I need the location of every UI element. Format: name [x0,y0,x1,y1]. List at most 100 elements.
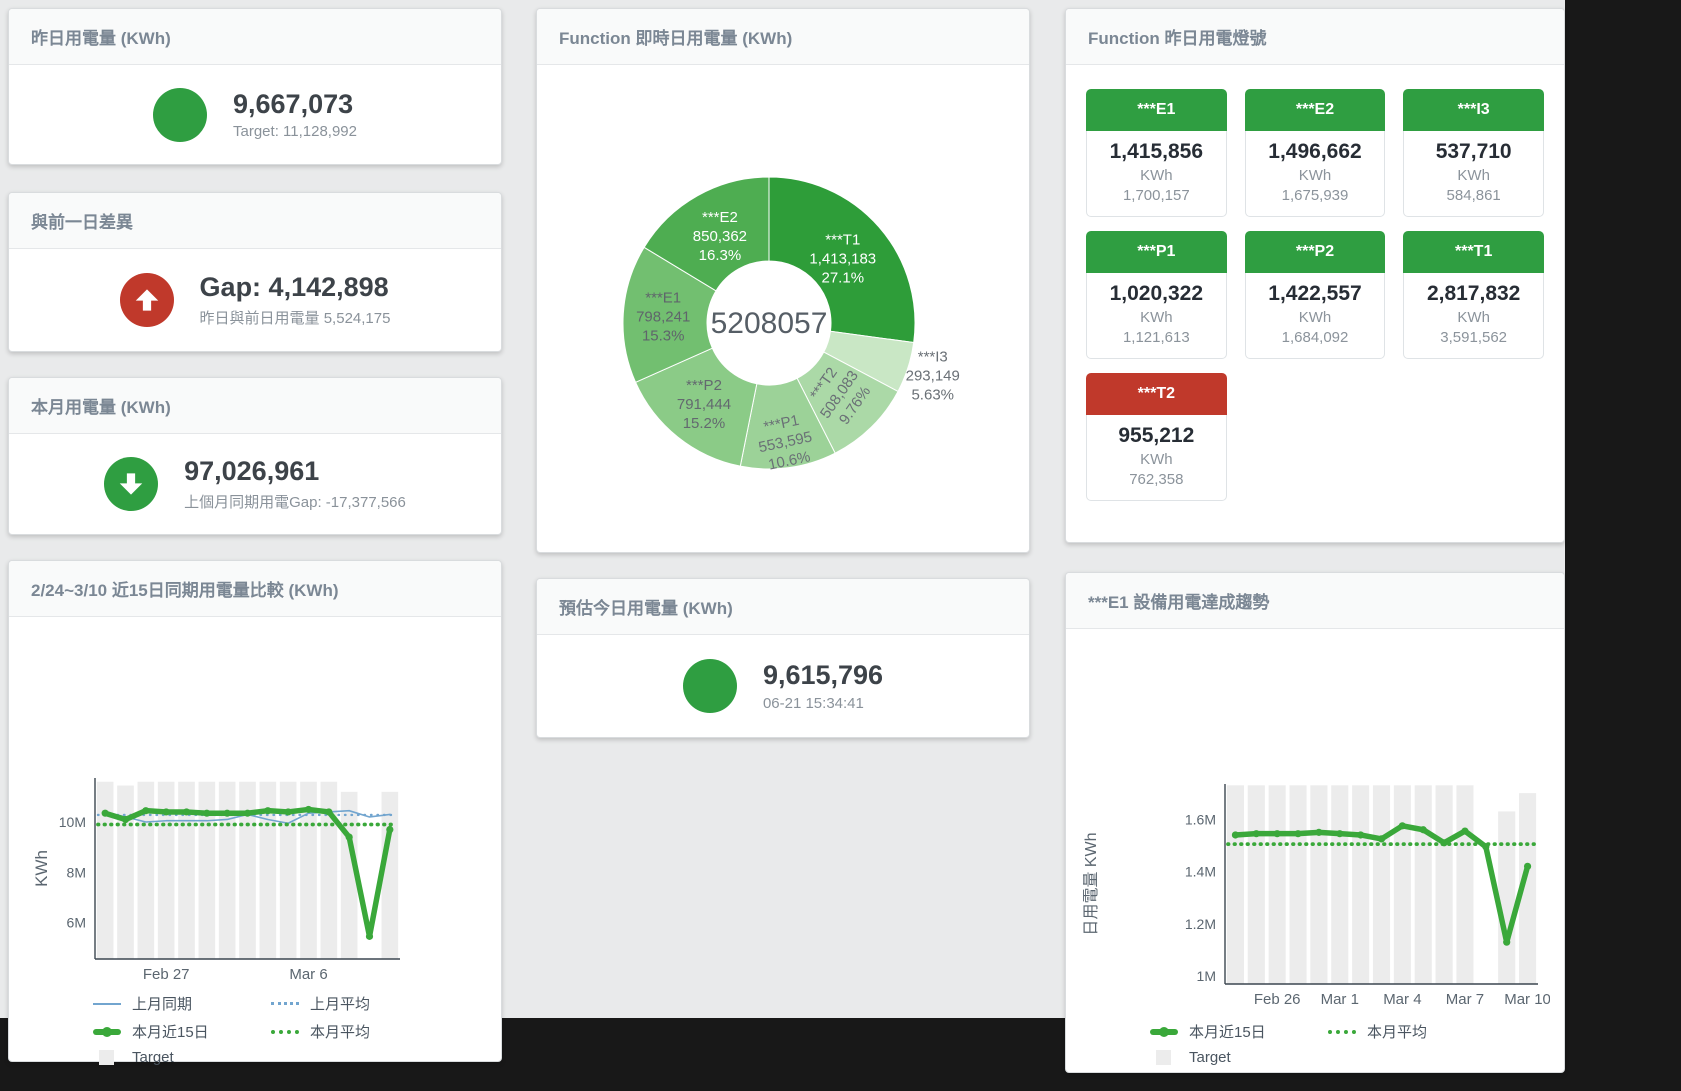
realtime-usage-donut-card: Function 即時日用電量 (KWh) ***T1 1,413,183 27.1… [536,8,1030,553]
legend-item[interactable]: 本月近15日 [93,1021,263,1042]
status-tile-E1: ***E1 1,415,856 KWh 1,700,157 [1086,89,1227,217]
kpi-body: Gap: 4,142,898 昨日與前日用電量 5,524,175 [9,249,501,351]
svg-text:293,149: 293,149 [906,368,960,385]
y-tick-label: 1.2M [1185,916,1216,932]
x-tick-label: Feb 26 [1254,991,1301,1008]
legend-swatch-dotted-thick-icon [1328,1029,1356,1034]
kpi-body: 9,667,073 Target: 11,128,992 [9,65,501,164]
donut-slice-label: ***P2 791,444 15.2% [677,377,731,432]
data-point [1357,831,1365,839]
tile-name: ***I3 [1403,89,1544,131]
card-header: Function 即時日用電量 (KWh) [537,9,1029,65]
green-status-circle-icon [682,659,737,713]
legend-item[interactable]: 本月平均 [1328,1021,1498,1042]
data-point [1503,938,1511,946]
status-tile-grid: ***E1 1,415,856 KWh 1,700,157 ***E2 1,496,662… [1086,89,1544,501]
x-tick-label: Mar 7 [1446,991,1484,1008]
tile-name: ***E2 [1244,89,1386,131]
card-title: ***E1 設備用電達成趨勢 [1088,593,1270,612]
target-bar [1456,785,1474,984]
compare-chart-svg[interactable]: 6M 8M 10M Feb 27 Mar 6 KWh [9,617,487,989]
legend-swatch-box-icon [1156,1050,1171,1065]
tile-value: 1,422,557 [1268,282,1362,305]
status-tile-P1: ***P1 1,020,322 KWh 1,121,613 [1086,231,1227,359]
legend-item[interactable]: 上月平均 [271,993,441,1014]
tile-body: 2,817,832 KWh 3,591,562 [1403,273,1544,359]
e1-trend-legend: 本月近15日 本月平均 Target [1150,1021,1564,1066]
e1-trend-chart-svg[interactable]: 1M 1.2M 1.4M 1.6M Feb 26 Mar 1 Mar 4 Mar 7 Mar 1… [1066,629,1550,1017]
kpi-subtitle: 上個月同期用電Gap: -17,377,566 [184,493,406,511]
target-bar [1289,785,1307,984]
tile-target: 1,675,939 [1281,187,1349,204]
data-point [1315,828,1323,836]
svg-text:798,241: 798,241 [636,308,690,325]
data-point [304,805,313,814]
legend-label: Target [1189,1049,1231,1066]
tile-target: 1,684,092 [1281,329,1349,346]
legend-swatch-thick-icon [1150,1026,1178,1037]
legend-swatch-dotted-thick-icon [271,1029,299,1034]
data-point [162,808,170,816]
donut-slice-label: ***E2 850,362 16.3% [693,209,747,264]
card-header: 昨日用電量 (KWh) [9,9,501,65]
chart-body: 6M 8M 10M Feb 27 Mar 6 KWh 上月同期 上月平均 本月近15日 本月平均… [9,617,501,1066]
tile-target: 584,861 [1446,187,1501,204]
e1-trend-chart-card: ***E1 設備用電達成趨勢 1M 1.2M 1.4M 1.6M Feb 26 Mar 1… [1065,572,1565,1073]
legend-item[interactable]: 上月同期 [93,993,263,1014]
legend-item[interactable]: 本月近15日 [1150,1021,1320,1042]
tile-name: ***P2 [1244,231,1386,273]
y-tick-label: 8M [67,864,86,880]
data-point [121,815,130,824]
tile-unit: KWh [1457,309,1490,326]
kpi-value: 97,026,961 [184,456,320,487]
target-bar [1393,785,1411,984]
target-bar [1310,785,1328,984]
svg-text:27.1%: 27.1% [822,270,865,287]
tile-unit: KWh [1140,167,1173,184]
data-point [1461,827,1469,835]
legend-item[interactable]: Target [93,1049,263,1066]
data-point [365,932,374,940]
compare-15day-chart-card: 2/24~3/10 近15日同期用電量比較 (KWh) 6M 8M 10M Feb 2… [8,560,502,1066]
status-tile-E2: ***E2 1,496,662 KWh 1,675,939 [1244,89,1386,217]
tile-value: 1,496,662 [1268,140,1362,163]
donut-slice-label: ***T1 1,413,183 27.1% [809,232,876,287]
legend-swatch-dotted-icon [271,1002,299,1005]
tile-body: 1,415,856 KWh 1,700,157 [1086,131,1227,217]
legend-swatch-thick-icon [93,1026,121,1037]
y-axis-label: KWh [32,850,51,887]
data-point [1294,830,1302,838]
tile-target: 762,358 [1129,471,1184,488]
tile-name: ***P1 [1086,231,1227,273]
x-tick-label: Mar 10 [1504,991,1550,1008]
donut-slice-E2[interactable] [643,176,770,292]
data-point [1523,862,1532,870]
tile-body: 1,496,662 KWh 1,675,939 [1244,131,1386,217]
tile-body: 537,710 KWh 584,861 [1403,131,1544,217]
up-arrow-icon [119,273,174,327]
month-usage-card: 本月用電量 (KWh) 97,026,961 上個月同期用電Gap: -17,3… [8,377,502,535]
chart-body: ***T1 1,413,183 27.1% ***I3 293,149 5.63% ***T… [537,65,1029,552]
tile-value: 537,710 [1435,140,1512,163]
target-bar [218,781,236,959]
legend-item[interactable]: Target [1150,1049,1320,1066]
tile-unit: KWh [1298,167,1332,184]
target-bar [1352,785,1370,984]
x-tick-label: Mar 1 [1321,991,1359,1008]
card-header: Function 昨日用電燈號 [1066,9,1564,65]
realtime-donut-svg[interactable]: ***T1 1,413,183 27.1% ***I3 293,149 5.63% ***T… [537,65,1029,551]
card-title: 2/24~3/10 近15日同期用電量比較 (KWh) [31,581,339,600]
tile-value: 2,817,832 [1426,282,1521,305]
card-title: Function 昨日用電燈號 [1088,29,1267,48]
kpi-subtitle: 06-21 15:34:41 [762,694,864,712]
card-header: 本月用電量 (KWh) [9,378,501,434]
svg-text:***E1: ***E1 [645,289,681,306]
data-point [284,808,292,816]
kpi-subtitle: Target: 11,128,992 [233,123,357,141]
y-axis-label: 日用電量 KWh [1083,832,1100,935]
donut-slice-T1[interactable] [768,176,916,344]
legend-label: 本月近15日 [1189,1024,1266,1041]
legend-label: 本月平均 [1367,1024,1428,1041]
legend-item[interactable]: 本月平均 [271,1021,441,1042]
